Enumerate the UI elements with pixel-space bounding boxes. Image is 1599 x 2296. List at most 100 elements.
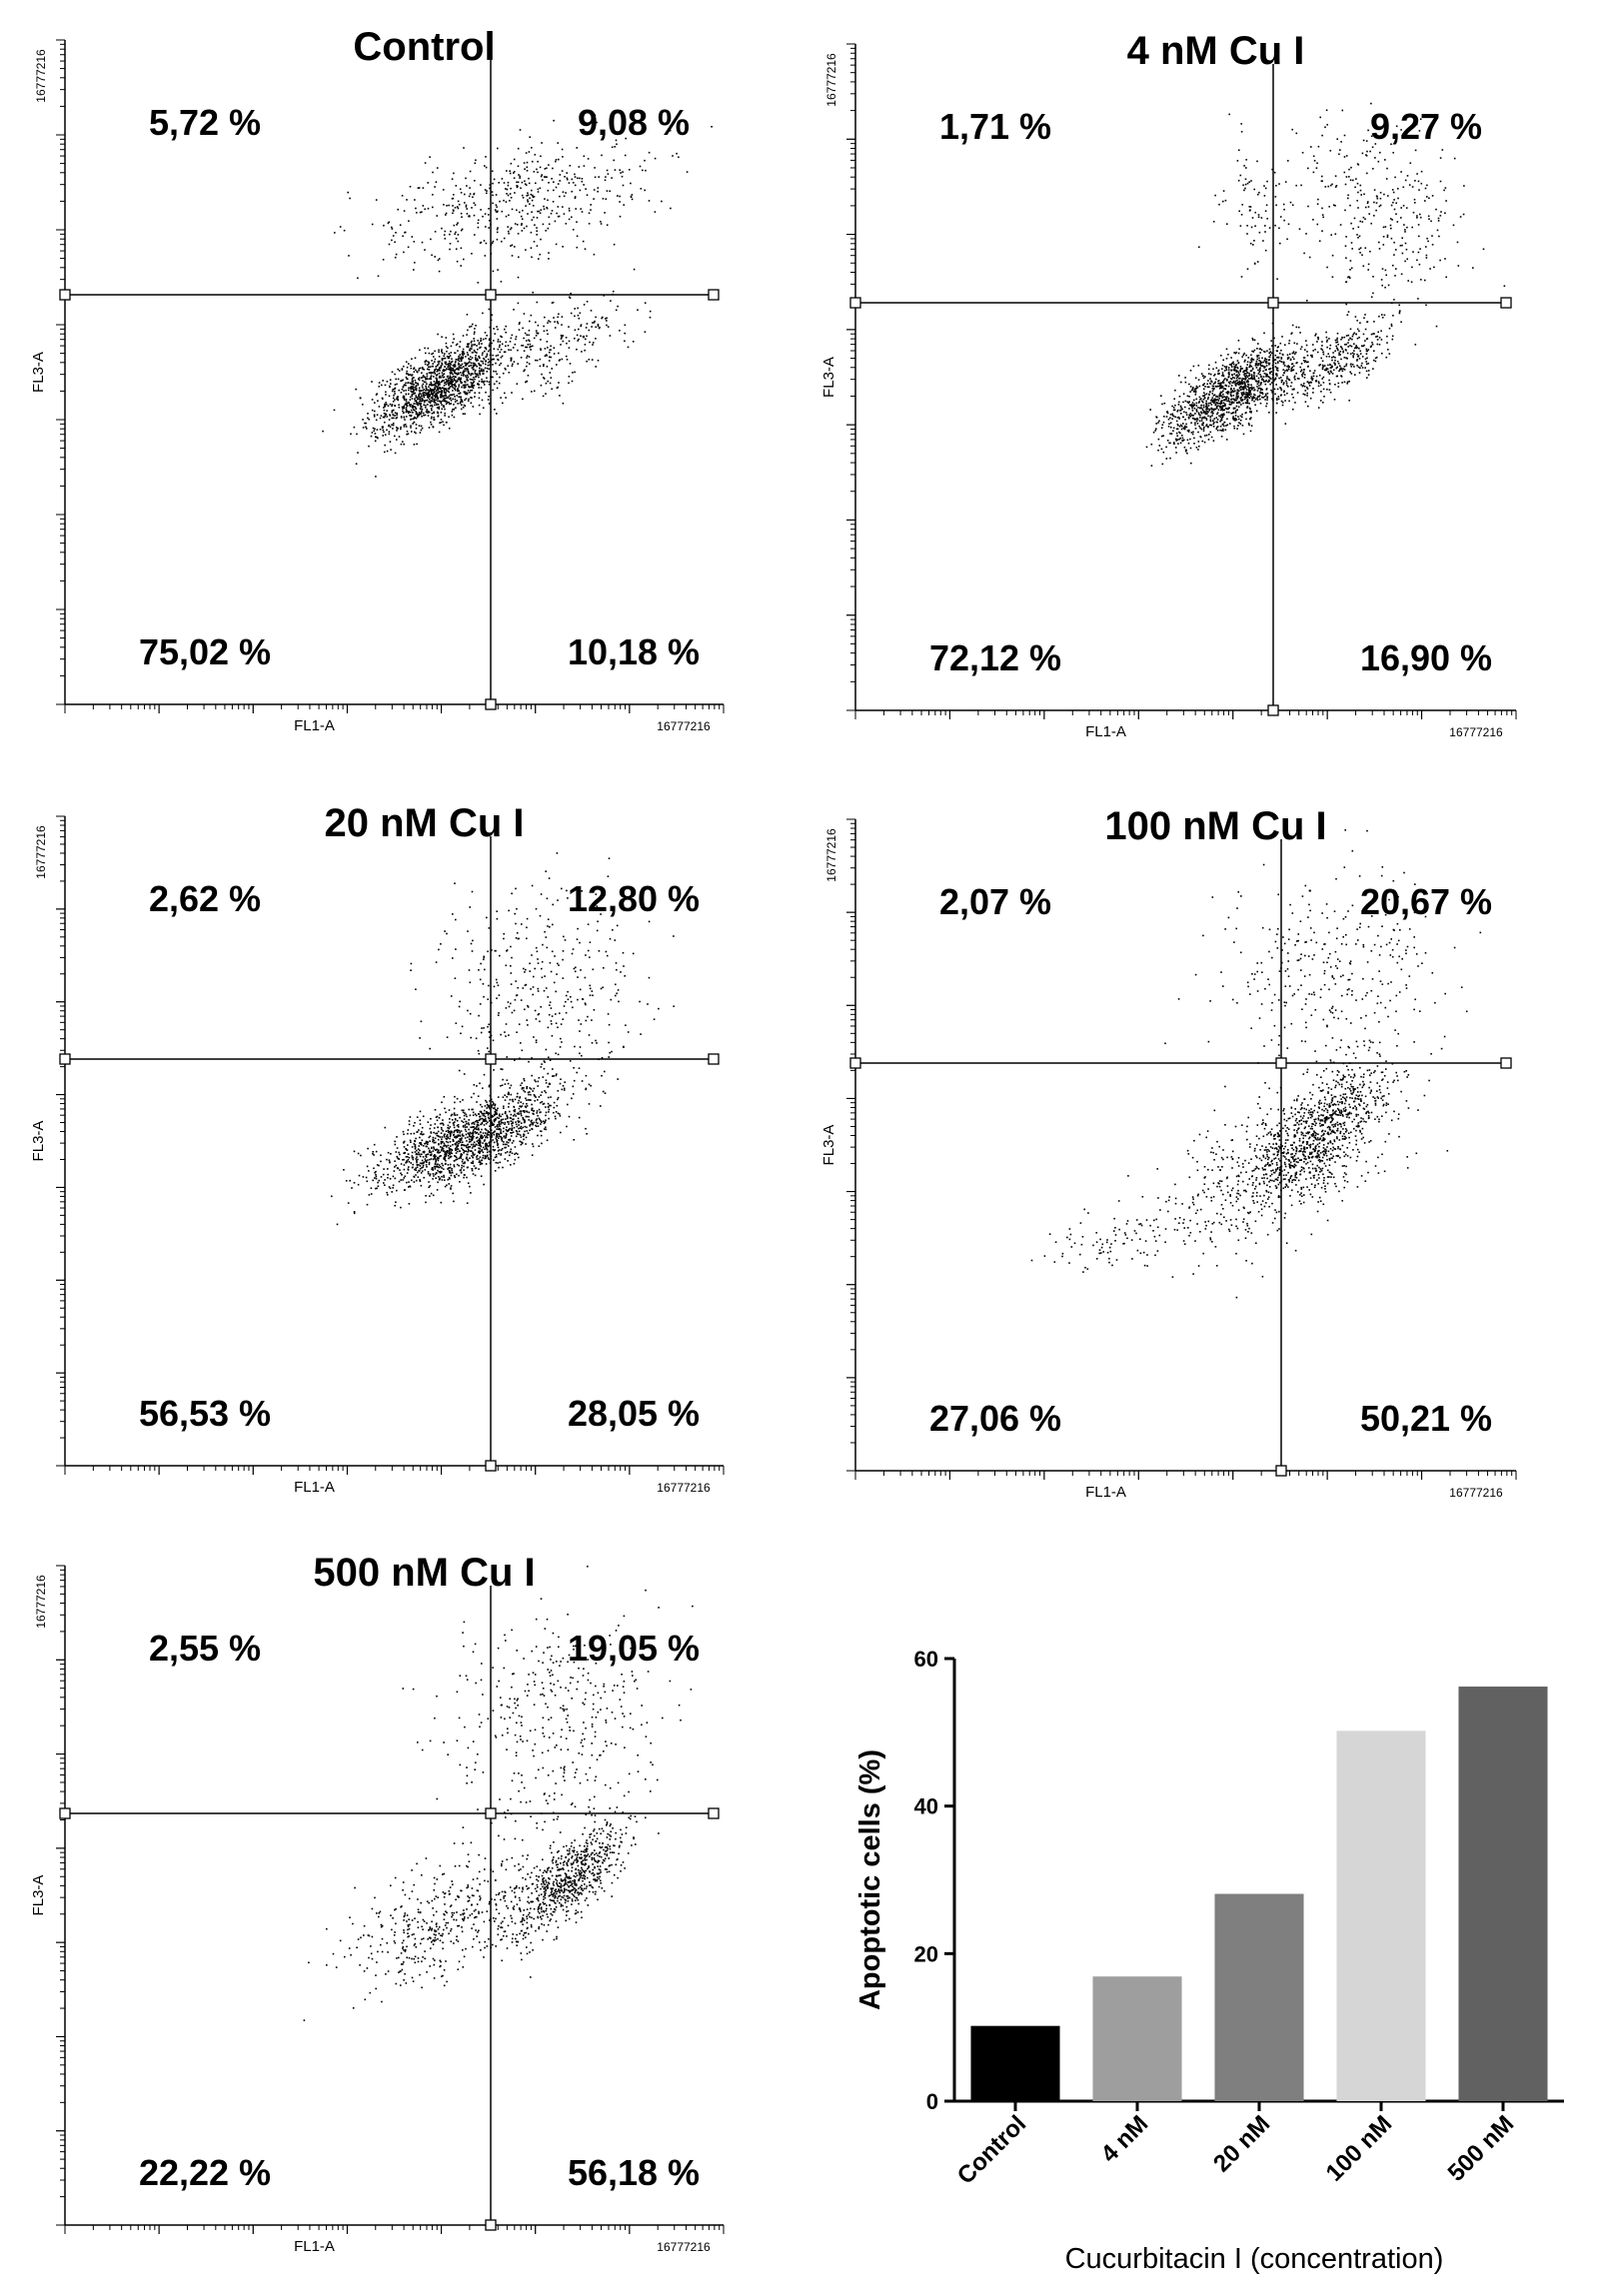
event-dot (1221, 415, 1224, 417)
event-dot (559, 395, 561, 397)
event-dot (1238, 374, 1241, 376)
event-dot (1274, 377, 1277, 380)
event-dot (460, 365, 463, 367)
event-dot (447, 366, 449, 368)
event-dot (391, 405, 393, 408)
event-dot (586, 301, 589, 303)
gate-handle[interactable] (59, 289, 71, 301)
event-dot (1258, 231, 1261, 234)
gate-handle[interactable] (1267, 704, 1279, 716)
gate-handle[interactable] (708, 289, 720, 301)
event-dot (1320, 384, 1322, 387)
event-dot (1232, 361, 1234, 364)
event-dot (412, 380, 414, 383)
event-dot (530, 193, 533, 196)
event-dot (516, 1112, 519, 1115)
event-dot (563, 195, 566, 198)
event-dot (1199, 436, 1201, 438)
event-dot (1162, 435, 1164, 437)
event-dot (1411, 226, 1413, 229)
event-dot (444, 382, 446, 385)
event-dot (1375, 356, 1378, 359)
event-dot (434, 256, 436, 258)
event-dot (391, 411, 394, 413)
event-dot (1381, 352, 1383, 355)
event-dot (1232, 416, 1234, 418)
event-dot (599, 326, 601, 329)
event-dot (408, 393, 410, 396)
event-dot (484, 189, 487, 191)
event-dot (1287, 368, 1290, 371)
event-dot (1257, 373, 1260, 375)
event-dot (1416, 173, 1418, 175)
event-dot (492, 376, 494, 379)
event-dot (1250, 377, 1252, 380)
event-dot (1224, 399, 1226, 402)
event-dot (538, 210, 541, 213)
event-dot (422, 1151, 425, 1153)
event-dot (1286, 378, 1288, 380)
event-dot (1251, 359, 1254, 361)
gate-handle[interactable] (1500, 297, 1512, 309)
event-dot (1270, 378, 1272, 380)
event-dot (1232, 417, 1234, 420)
gate-handle[interactable] (485, 698, 497, 710)
event-dot (1259, 352, 1261, 354)
event-dot (574, 173, 576, 176)
event-dot (1236, 379, 1238, 382)
event-dot (1387, 284, 1390, 287)
event-dot (1188, 396, 1190, 398)
event-dot (385, 391, 387, 394)
event-dot (1338, 153, 1340, 156)
event-dot (467, 384, 469, 386)
event-dot (1170, 426, 1172, 429)
event-dot (507, 226, 509, 228)
event-dot (1237, 179, 1240, 182)
event-dot (1294, 378, 1296, 381)
event-dot (459, 358, 461, 360)
event-dot (569, 165, 572, 167)
event-dot (539, 187, 542, 190)
event-dot (444, 1107, 446, 1110)
event-dot (1347, 346, 1349, 348)
event-dot (394, 415, 396, 417)
event-dot (465, 384, 467, 387)
event-dot (1385, 356, 1388, 359)
event-dot (1264, 249, 1267, 252)
event-dot (1431, 235, 1433, 237)
quadrant-label-upper-left: 5,72 % (149, 102, 261, 143)
event-dot (1299, 348, 1302, 351)
event-dot (1297, 326, 1300, 329)
event-dot (467, 392, 469, 395)
event-dot (1235, 364, 1237, 366)
event-dot (1202, 406, 1205, 409)
event-dot (1365, 140, 1368, 142)
event-dot (1355, 347, 1358, 350)
event-dot (540, 238, 542, 241)
event-dot (1359, 367, 1361, 369)
gate-handle[interactable] (849, 297, 861, 309)
gate-handle[interactable] (1267, 297, 1279, 309)
event-dot (1341, 382, 1343, 384)
event-dot (422, 392, 424, 395)
event-dot (433, 391, 436, 393)
event-dot (621, 175, 624, 178)
event-dot (1312, 375, 1315, 378)
event-dot (373, 430, 376, 432)
event-dot (1206, 386, 1209, 389)
event-dot (415, 413, 418, 416)
gate-handle[interactable] (485, 289, 497, 301)
event-dot (457, 372, 460, 375)
event-dot (584, 344, 587, 346)
event-dot (457, 200, 460, 203)
event-dot (410, 404, 412, 406)
event-dot (375, 436, 377, 438)
event-dot (385, 394, 387, 396)
event-dot (466, 1140, 468, 1142)
event-dot (530, 349, 532, 351)
event-dot (407, 378, 409, 381)
event-dot (458, 378, 461, 381)
event-dot (441, 227, 443, 230)
event-dot (392, 422, 395, 425)
event-dot (1360, 365, 1363, 367)
